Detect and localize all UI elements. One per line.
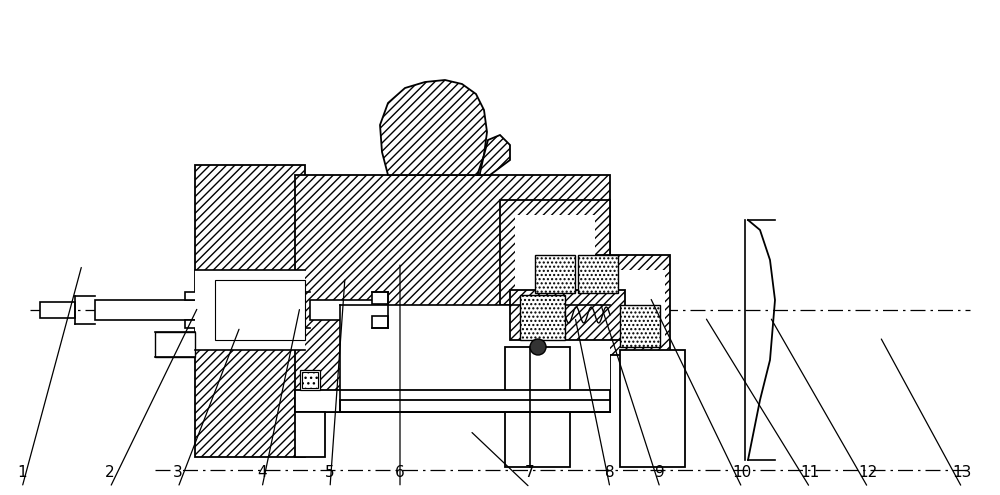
Text: 10: 10 (732, 465, 752, 480)
Bar (300, 370, 320, 390)
Text: 12: 12 (858, 465, 878, 480)
Polygon shape (480, 135, 510, 175)
Text: 11: 11 (800, 465, 820, 480)
Text: 1: 1 (17, 465, 27, 480)
Text: 6: 6 (395, 465, 405, 480)
Bar (520, 295, 565, 340)
Text: 5: 5 (325, 465, 335, 480)
Bar (195, 165, 305, 457)
Bar (340, 305, 610, 412)
Bar (295, 390, 610, 412)
Bar (372, 316, 388, 328)
Bar (535, 255, 575, 293)
Bar (500, 200, 610, 305)
Bar (195, 270, 305, 350)
Text: 2: 2 (105, 465, 115, 480)
Bar (302, 372, 318, 388)
Bar (155, 332, 195, 357)
Text: 3: 3 (173, 465, 183, 480)
Bar (515, 215, 595, 290)
Bar (510, 290, 625, 340)
Bar (295, 175, 610, 412)
Bar (590, 255, 670, 355)
Bar (610, 270, 665, 340)
Bar (620, 305, 660, 347)
Text: 9: 9 (655, 465, 665, 480)
Bar (295, 412, 325, 457)
Text: 8: 8 (605, 465, 615, 480)
Text: 7: 7 (525, 465, 535, 480)
Bar (95, 300, 300, 320)
Text: 4: 4 (257, 465, 267, 480)
Bar (185, 320, 300, 328)
Bar (620, 350, 685, 467)
Bar (578, 255, 618, 293)
Bar (340, 400, 610, 412)
Bar (215, 280, 305, 340)
Bar (505, 347, 570, 467)
Circle shape (530, 339, 546, 355)
Bar (310, 300, 378, 320)
Bar (185, 292, 300, 300)
Text: 13: 13 (952, 465, 972, 480)
Bar (40, 302, 75, 318)
Bar (372, 292, 388, 304)
Polygon shape (380, 80, 487, 175)
